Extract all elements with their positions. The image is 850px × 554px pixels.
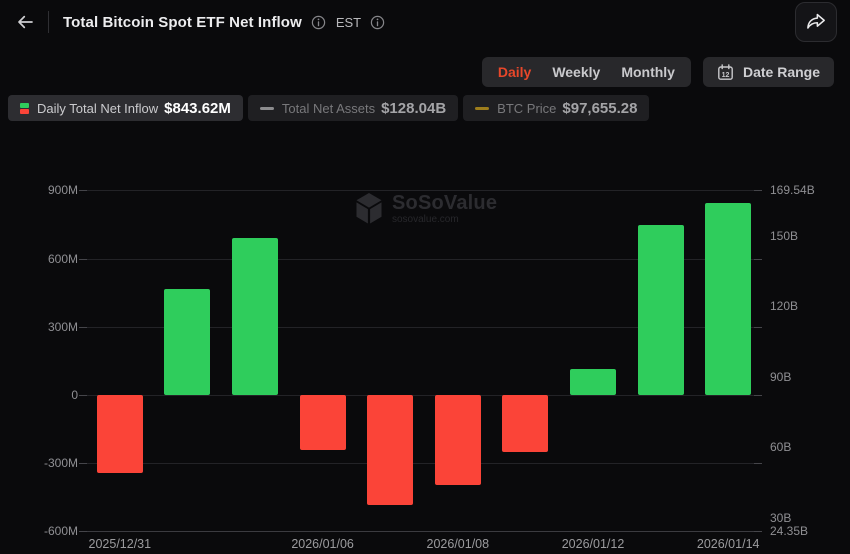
- watermark-name: SoSoValue: [392, 191, 498, 214]
- y-axis-tick: [754, 395, 762, 396]
- y-axis-tick: [79, 258, 87, 260]
- right-axis-label: 169.54B: [770, 183, 815, 197]
- right-axis-label: 150B: [770, 228, 799, 243]
- legend-value: $843.62M: [164, 99, 231, 117]
- share-button[interactable]: [795, 2, 837, 42]
- gridline: [86, 463, 758, 465]
- right-axis-label: 120B: [770, 299, 799, 314]
- timezone-info-button[interactable]: [370, 15, 385, 30]
- x-axis-label: 2026/01/08: [426, 537, 490, 551]
- chart-bar-2026/01/06: [299, 395, 346, 450]
- legend-value: $128.04B: [381, 99, 447, 117]
- left-axis-label: 900M: [47, 183, 78, 198]
- svg-text:12: 12: [722, 72, 730, 79]
- y-axis-tick: [79, 326, 87, 328]
- y-axis-tick: [79, 190, 87, 192]
- y-axis-tick: [754, 463, 762, 465]
- header-divider: [48, 11, 49, 33]
- date-range-label: Date Range: [742, 64, 820, 80]
- chart-controls: Daily Weekly Monthly 12 Date Range: [481, 57, 834, 87]
- header-bar: Total Bitcoin Spot ETF Net Inflow EST: [0, 0, 850, 44]
- bar-series-icon: [20, 102, 29, 114]
- legend-label: BTC Price: [497, 100, 557, 116]
- watermark-domain: sosovalue.com: [392, 213, 459, 225]
- left-axis-label: 600M: [47, 251, 78, 266]
- legend-value: $97,655.28: [562, 99, 638, 117]
- tab-weekly[interactable]: Weekly: [552, 64, 601, 80]
- back-arrow-icon: [18, 15, 33, 29]
- y-axis-tick: [79, 395, 87, 396]
- tab-monthly[interactable]: Monthly: [621, 64, 675, 80]
- x-axis-label: 2026/01/06: [291, 537, 354, 551]
- chart-bar-2026/01/12: [570, 368, 616, 395]
- tab-daily[interactable]: Daily: [497, 64, 532, 80]
- share-icon: [807, 13, 825, 29]
- gridline: [86, 190, 758, 192]
- chart-bar-2026/01/09: [502, 395, 549, 452]
- chart-bar-2026/01/13: [637, 224, 684, 395]
- page-title: Total Bitcoin Spot ETF Net Inflow: [63, 13, 302, 31]
- legend-label: Daily Total Net Inflow: [37, 100, 159, 116]
- chart-bar-2026/01/08: [434, 395, 481, 485]
- x-axis-line: [86, 531, 758, 533]
- left-axis-label: -600M: [43, 524, 78, 539]
- chart-bar-2026/01/05: [232, 238, 278, 395]
- period-tabs: Daily Weekly Monthly: [481, 57, 691, 87]
- legend-total-net-assets[interactable]: Total Net Assets $128.04B: [247, 95, 459, 121]
- date-range-button[interactable]: 12 Date Range: [702, 57, 834, 87]
- x-axis-label: 2026/01/14: [696, 537, 760, 551]
- right-axis-label: 90B: [770, 369, 792, 384]
- left-axis-label: 0: [71, 388, 78, 402]
- timezone-label: EST: [335, 14, 362, 30]
- legend-daily-net-inflow[interactable]: Daily Total Net Inflow $843.62M: [8, 95, 243, 121]
- right-axis-label: 30B: [770, 510, 792, 525]
- legend-row: Daily Total Net Inflow $843.62M Total Ne…: [8, 95, 650, 121]
- y-axis-tick: [754, 190, 762, 192]
- legend-btc-price[interactable]: BTC Price $97,655.28: [463, 95, 650, 121]
- sosovalue-logo-icon: [356, 193, 382, 224]
- line-series-icon: [259, 106, 274, 110]
- left-axis-label: -300M: [43, 456, 78, 471]
- y-axis-tick: [754, 531, 762, 533]
- chart-bar-2026/01/14: [705, 203, 752, 395]
- back-button[interactable]: [12, 9, 38, 35]
- line-series-icon: [475, 106, 490, 110]
- chart-bar-2025/12/31: [96, 395, 143, 474]
- left-axis-label: 300M: [47, 319, 78, 334]
- gridline: [86, 258, 758, 260]
- right-axis-label: 24.35B: [770, 524, 809, 538]
- x-axis-label: 2025/12/31: [88, 537, 152, 551]
- legend-label: Total Net Assets: [281, 100, 376, 116]
- gridline: [86, 326, 758, 328]
- chart-bar-2026/01/07: [367, 395, 414, 506]
- y-axis-tick: [79, 531, 87, 533]
- y-axis-tick: [79, 463, 87, 465]
- y-axis-tick: [754, 258, 762, 260]
- calendar-icon: 12: [718, 63, 733, 80]
- title-info-button[interactable]: [311, 15, 326, 30]
- x-axis-label: 2026/01/12: [561, 537, 625, 551]
- watermark: SoSoValue sosovalue.com: [354, 192, 497, 225]
- right-axis-label: 60B: [770, 440, 792, 455]
- info-icon: [311, 15, 326, 29]
- y-axis-tick: [754, 326, 762, 328]
- info-icon: [370, 15, 385, 29]
- chart-bar-2026/01/02: [164, 289, 211, 395]
- gridline: [86, 395, 758, 396]
